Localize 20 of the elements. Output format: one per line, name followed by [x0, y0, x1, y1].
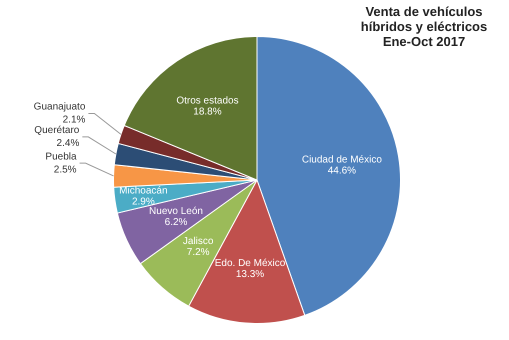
data-label: 7.2%: [186, 246, 210, 258]
slice-label: Ciudad de México: [302, 154, 382, 166]
data-label: 2.5%: [54, 164, 77, 176]
chart-title: Venta de vehículos híbridos y eléctricos: [360, 4, 488, 34]
data-label: 2.9%: [132, 196, 155, 208]
data-label: 2.4%: [56, 138, 80, 150]
slice-label: Otros estados: [176, 95, 239, 106]
slice-label: Michoacán: [119, 185, 168, 196]
slice-label: Querétaro: [34, 125, 80, 136]
slice-label: Jalisco: [182, 236, 214, 247]
slice-label: Nuevo León: [149, 206, 203, 218]
slice-label: Puebla: [45, 151, 78, 162]
slice-label: Guanajuato: [34, 102, 86, 113]
data-label: 44.6%: [328, 166, 356, 177]
data-label: 6.2%: [164, 217, 188, 228]
data-label: 2.1%: [62, 114, 86, 126]
chart-subtitle: Ene-Oct 2017: [382, 34, 466, 49]
data-label: 13.3%: [236, 268, 264, 280]
slice-label: Edo. De México: [214, 258, 286, 269]
data-label: 18.8%: [193, 106, 222, 118]
